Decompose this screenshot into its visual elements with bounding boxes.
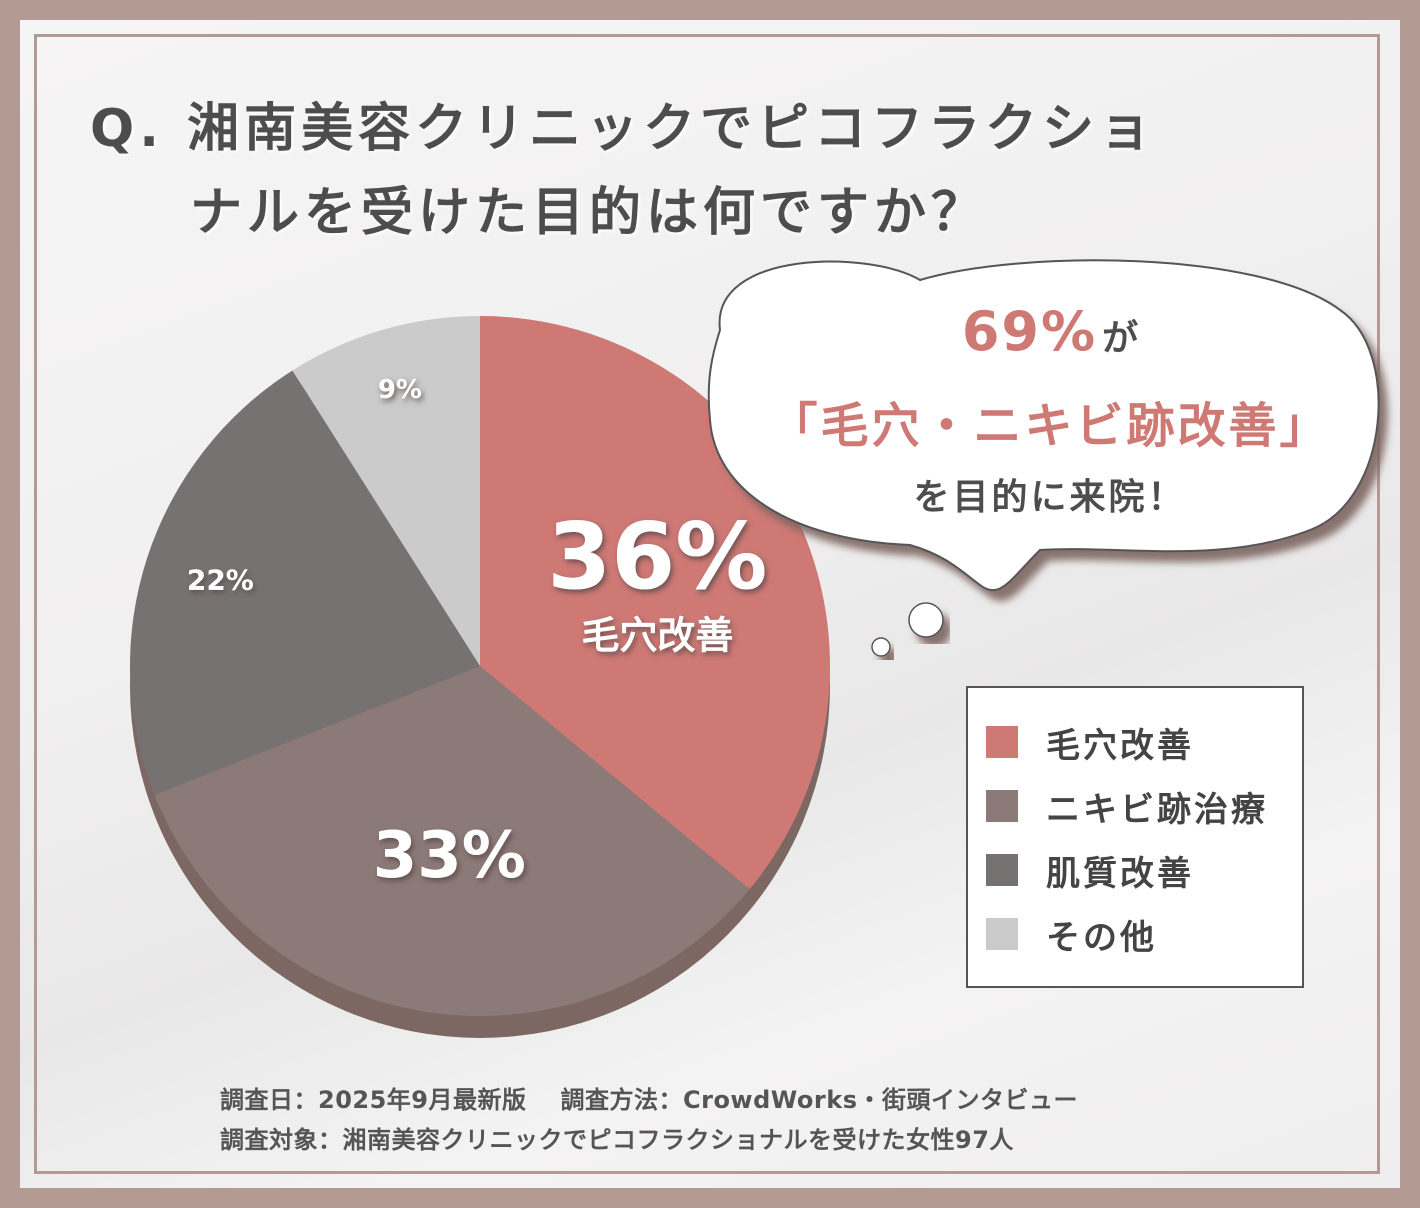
speech-bubble [707,259,1380,591]
legend-item: ニキビ跡治療 [986,786,1268,830]
question-title-line2: ナルを受けた目的は何ですか？ [190,183,989,243]
pie-slice [130,370,480,795]
callout-highlight: 「毛穴・ニキビ跡改善」 [769,398,1331,454]
footer-line2: 調査対象：湘南美容クリニックでピコフラクショナルを受けた女性97人 [220,1120,1014,1155]
legend-item: 毛穴改善 [986,722,1194,766]
thought-dot-small [871,637,891,657]
callout-conclusion: を目的に来院！ [913,477,1187,518]
slice-value-label: 22% [187,564,254,597]
slice-value-label: 9% [378,375,422,405]
survey-date: 調査日：2025年9月最新版 [220,1086,527,1114]
legend-item: その他 [986,914,1157,958]
question-title-line1: Q. 湘南美容クリニックでピコフラクショ [90,99,1157,159]
inner-border [34,34,1380,1174]
slice-category-label: 毛穴改善 [581,613,733,657]
legend-label: 毛穴改善 [1046,725,1194,766]
legend-label: その他 [1046,917,1157,958]
slice-value-label: 33% [373,819,526,893]
callout-line1: 69% が [710,300,1390,363]
callout-percent-suffix: が [1102,318,1139,359]
callout-percent: 69% [961,300,1098,363]
legend-swatch [986,854,1018,886]
chart-legend: 毛穴改善 ニキビ跡治療 肌質改善 その他 [966,686,1304,988]
slice-value-label: 36% [547,503,767,610]
legend-label: ニキビ跡治療 [1046,789,1268,830]
legend-label: 肌質改善 [1046,853,1194,894]
footer-line1: 調査日：2025年9月最新版 調査方法：CrowdWorks・街頭インタビュー [220,1080,1078,1115]
survey-target: 調査対象：湘南美容クリニックでピコフラクショナルを受けた女性97人 [220,1126,1014,1154]
legend-swatch [986,918,1018,950]
legend-item: 肌質改善 [986,850,1194,894]
pie-slice [292,316,480,666]
card-frame: Q. 湘南美容クリニックでピコフラクショ ナルを受けた目的は何ですか？ 36% 毛… [20,20,1400,1188]
legend-swatch [986,726,1018,758]
pie-slice [154,666,750,1016]
survey-method: 調査方法：CrowdWorks・街頭インタビュー [560,1086,1078,1114]
thought-dot-large [908,602,944,638]
legend-swatch [986,790,1018,822]
